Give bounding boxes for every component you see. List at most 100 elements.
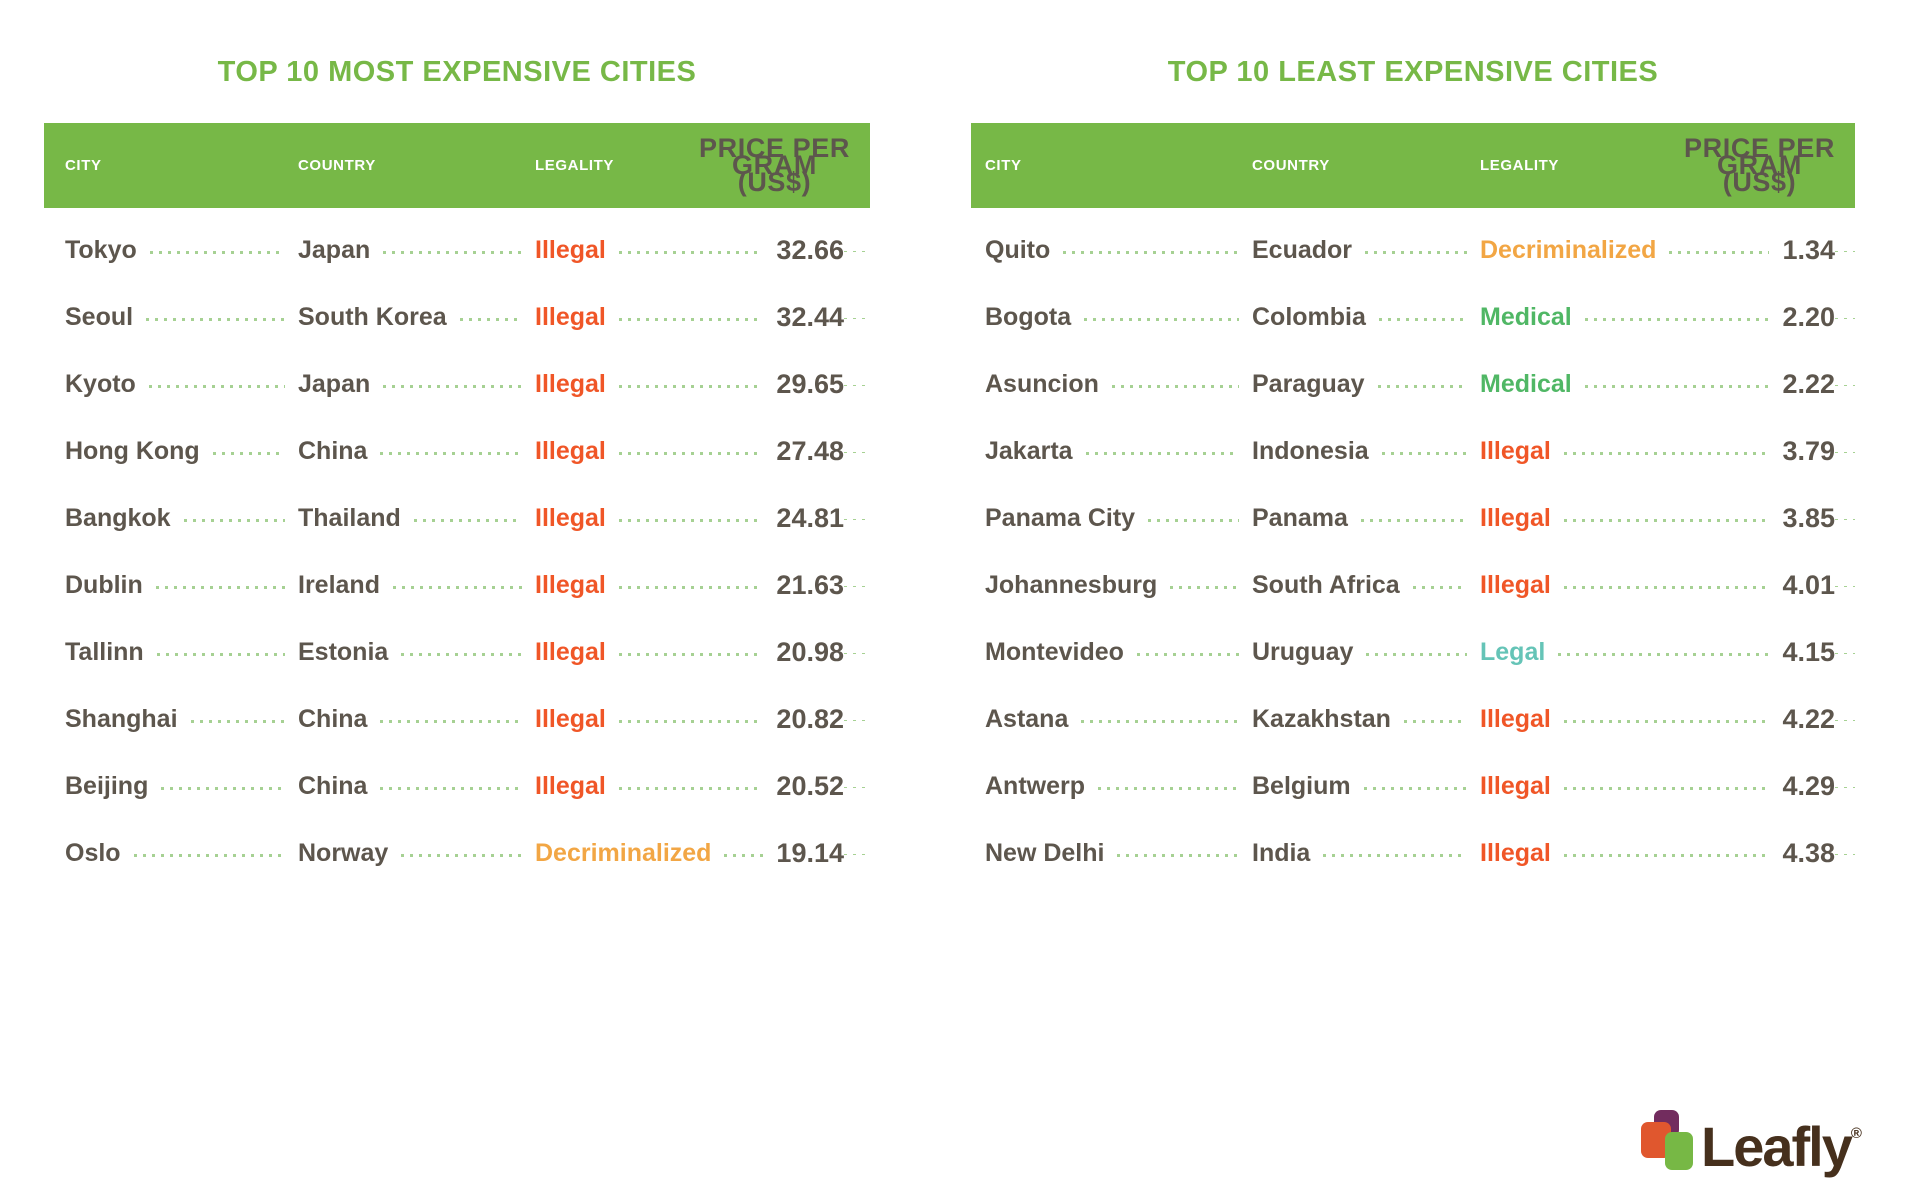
city-name: Kyoto: [65, 370, 136, 398]
leader-dots: [844, 720, 870, 721]
tail-cell: [1835, 718, 1855, 721]
leader-dots: [1403, 720, 1467, 723]
city-cell: Jakarta: [971, 437, 1252, 466]
country-cell: Estonia: [298, 638, 535, 667]
leader-dots: [401, 854, 522, 857]
legality-value: Illegal: [535, 437, 606, 465]
country-cell: Uruguay: [1252, 638, 1480, 667]
city-cell: Tokyo: [44, 236, 298, 265]
table-row: Montevideo Uruguay Legal 4.15: [971, 619, 1855, 686]
city-cell: Seoul: [44, 303, 298, 332]
legality-value: Medical: [1480, 303, 1572, 331]
city-name: Bangkok: [65, 504, 171, 532]
country-name: Norway: [298, 839, 389, 867]
leader-dots: [380, 787, 522, 790]
leader-dots: [1563, 720, 1770, 723]
legality-cell: Illegal: [1480, 504, 1782, 533]
city-name: Astana: [985, 705, 1069, 733]
country-cell: China: [298, 437, 535, 466]
table-row: Asuncion Paraguay Medical 2.22: [971, 351, 1855, 418]
table-row: Dublin Ireland Illegal 21.63: [44, 552, 870, 619]
leader-dots: [1363, 787, 1467, 790]
country-name: India: [1252, 839, 1311, 867]
city-cell: Johannesburg: [971, 571, 1252, 600]
leader-dots: [1584, 385, 1770, 388]
price-value: 27.48: [776, 436, 844, 466]
leader-dots: [1063, 251, 1239, 254]
country-cell: Norway: [298, 839, 535, 868]
leader-dots: [1835, 251, 1855, 252]
leader-dots: [1378, 318, 1467, 321]
price-value: 4.22: [1782, 704, 1835, 734]
tail-cell: [844, 517, 870, 520]
leader-dots: [212, 452, 285, 455]
leafly-wordmark: Leafly®: [1701, 1115, 1862, 1178]
legality-value: Illegal: [535, 705, 606, 733]
tail-cell: [1835, 651, 1855, 654]
tail-cell: [844, 316, 870, 319]
country-name: China: [298, 705, 368, 733]
country-name: Uruguay: [1252, 638, 1354, 666]
legality-value: Illegal: [535, 370, 606, 398]
legality-cell: Illegal: [535, 236, 776, 265]
legality-value: Decriminalized: [535, 839, 712, 867]
leader-dots: [1835, 653, 1855, 654]
city-name: Tallinn: [65, 638, 144, 666]
leader-dots: [618, 787, 764, 790]
leader-dots: [724, 854, 764, 857]
leader-dots: [844, 519, 870, 520]
tail-cell: [1835, 584, 1855, 587]
tail-cell: [844, 450, 870, 453]
leader-dots: [1835, 787, 1855, 788]
leader-dots: [1563, 452, 1770, 455]
leader-dots: [1117, 854, 1239, 857]
city-name: New Delhi: [985, 839, 1105, 867]
country-cell: South Africa: [1252, 571, 1480, 600]
legality-cell: Decriminalized: [535, 839, 776, 868]
leader-dots: [618, 452, 764, 455]
country-cell: China: [298, 705, 535, 734]
country-name: Japan: [298, 370, 371, 398]
legality-cell: Illegal: [535, 504, 776, 533]
legality-cell: Legal: [1480, 638, 1782, 667]
leader-dots: [1365, 251, 1467, 254]
price-value: 20.52: [776, 771, 844, 801]
city-name: Panama City: [985, 504, 1136, 532]
tail-cell: [1835, 785, 1855, 788]
leader-dots: [190, 720, 285, 723]
tail-cell: [1835, 383, 1855, 386]
leader-dots: [1835, 586, 1855, 587]
table-row: Astana Kazakhstan Illegal 4.22: [971, 686, 1855, 753]
price-value: 3.85: [1782, 503, 1835, 533]
leader-dots: [618, 318, 764, 321]
country-cell: Panama: [1252, 504, 1480, 533]
price-value: 21.63: [776, 570, 844, 600]
leader-dots: [183, 519, 285, 522]
city-cell: Antwerp: [971, 772, 1252, 801]
legality-value: Illegal: [1480, 504, 1551, 532]
price-header-line: (US$): [1722, 167, 1797, 197]
leader-dots: [1835, 385, 1855, 386]
price-value: 4.38: [1782, 838, 1835, 868]
tail-cell: [844, 249, 870, 252]
leader-dots: [1377, 385, 1467, 388]
city-cell: Montevideo: [971, 638, 1252, 667]
table-header: CITY COUNTRY LEGALITY PRICE PER GRAM (US…: [44, 123, 870, 208]
country-name: Panama: [1252, 504, 1348, 532]
city-cell: Hong Kong: [44, 437, 298, 466]
city-cell: Astana: [971, 705, 1252, 734]
leader-dots: [618, 385, 764, 388]
country-name: Ireland: [298, 571, 380, 599]
table-row: Jakarta Indonesia Illegal 3.79: [971, 418, 1855, 485]
city-cell: Panama City: [971, 504, 1252, 533]
price-value: 19.14: [776, 838, 844, 868]
country-name: China: [298, 772, 368, 800]
leader-dots: [1136, 653, 1239, 656]
country-name: Japan: [298, 236, 371, 264]
city-cell: Tallinn: [44, 638, 298, 667]
leader-dots: [844, 251, 870, 252]
column-header-legality: LEGALITY: [1480, 157, 1559, 174]
legality-cell: Illegal: [535, 772, 776, 801]
leader-dots: [1170, 586, 1239, 589]
price-value: 29.65: [776, 369, 844, 399]
